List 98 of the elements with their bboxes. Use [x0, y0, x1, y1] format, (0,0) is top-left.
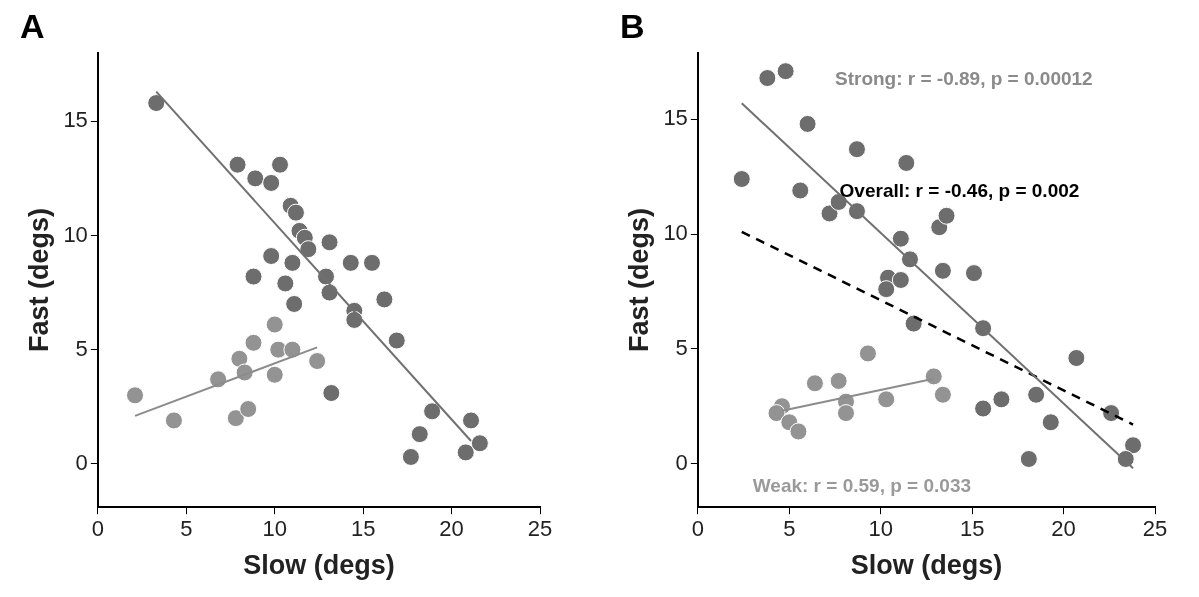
point	[341, 253, 360, 272]
point	[320, 283, 339, 302]
point	[320, 233, 339, 252]
point	[164, 411, 183, 430]
x-tick-label: 15	[350, 516, 376, 542]
point	[246, 169, 265, 188]
y-tick-label: 0	[675, 449, 688, 475]
point	[1124, 436, 1143, 455]
point	[345, 310, 364, 329]
point	[829, 371, 848, 390]
y-axis-title: Fast (degs)	[23, 207, 54, 353]
y-axis-title: Fast (degs)	[623, 207, 654, 353]
x-tick-label: 5	[783, 516, 796, 542]
point	[401, 447, 420, 466]
point	[375, 290, 394, 309]
point	[410, 425, 429, 444]
point	[1067, 349, 1086, 368]
x-axis-title: Slow (degs)	[243, 550, 395, 581]
point	[322, 384, 341, 403]
point	[362, 253, 381, 272]
point	[271, 155, 290, 174]
y-tick-label: 15	[663, 105, 688, 131]
point	[228, 155, 247, 174]
point	[897, 153, 916, 172]
point	[470, 434, 489, 453]
point	[877, 280, 896, 299]
annotation: Strong: r = -0.89, p = 0.00012	[835, 68, 1093, 90]
point	[847, 140, 866, 159]
point	[933, 261, 952, 280]
point	[776, 62, 795, 81]
point	[262, 247, 281, 266]
point	[891, 271, 910, 289]
point	[209, 370, 228, 389]
annotation: Overall: r = -0.46, p = 0.002	[839, 179, 1080, 201]
point	[262, 173, 281, 192]
point	[147, 94, 166, 113]
x-tick-label: 0	[91, 516, 104, 542]
x-tick-label: 25	[1142, 516, 1168, 542]
point	[286, 203, 305, 222]
point	[877, 390, 896, 409]
x-tick-label: 10	[868, 516, 893, 542]
x-axis-title: Slow (degs)	[850, 550, 1003, 581]
y-tick-label: 10	[63, 221, 88, 247]
y-tick-label: 5	[675, 334, 688, 360]
point	[791, 181, 810, 200]
chart-title: B	[620, 6, 645, 45]
x-tick-label: 5	[180, 516, 193, 542]
point	[1019, 450, 1038, 469]
point	[1027, 385, 1046, 404]
x-tick-label: 25	[527, 516, 553, 542]
point	[891, 229, 910, 248]
point	[924, 367, 943, 386]
point	[462, 411, 481, 430]
chart-title: A	[20, 6, 45, 45]
x-tick-label: 20	[1051, 516, 1076, 542]
point	[805, 374, 824, 393]
point	[974, 399, 993, 418]
point	[285, 294, 304, 313]
y-tick-label: 10	[663, 220, 688, 246]
point	[937, 206, 956, 225]
point	[456, 443, 475, 462]
point	[1041, 413, 1060, 432]
point	[758, 69, 777, 88]
point	[798, 114, 817, 133]
point	[283, 340, 302, 359]
point	[265, 315, 284, 334]
point	[992, 390, 1011, 409]
point	[767, 404, 786, 423]
y-tick-label: 5	[75, 335, 88, 361]
point	[308, 352, 327, 371]
point	[933, 385, 952, 404]
point	[789, 422, 808, 441]
x-tick-label: 15	[959, 516, 985, 542]
point	[230, 349, 249, 368]
x-tick-label: 0	[691, 516, 704, 542]
point	[904, 314, 923, 333]
point	[387, 331, 406, 350]
point	[244, 267, 263, 286]
point	[1102, 404, 1121, 423]
point	[276, 274, 295, 293]
point	[244, 333, 263, 352]
y-tick-label: 0	[75, 449, 88, 475]
point	[126, 386, 145, 405]
point	[265, 365, 284, 384]
point	[732, 170, 751, 189]
point	[226, 409, 245, 428]
x-tick-label: 20	[439, 516, 464, 542]
point	[283, 253, 302, 272]
point	[239, 400, 258, 419]
annotation: Weak: r = 0.59, p = 0.033	[752, 474, 972, 496]
y-tick-label: 15	[63, 107, 88, 133]
point	[836, 404, 855, 423]
point	[423, 402, 442, 421]
x-tick-label: 10	[262, 516, 287, 542]
point	[964, 264, 983, 283]
point	[299, 240, 318, 259]
point	[858, 344, 877, 363]
point	[820, 204, 839, 223]
